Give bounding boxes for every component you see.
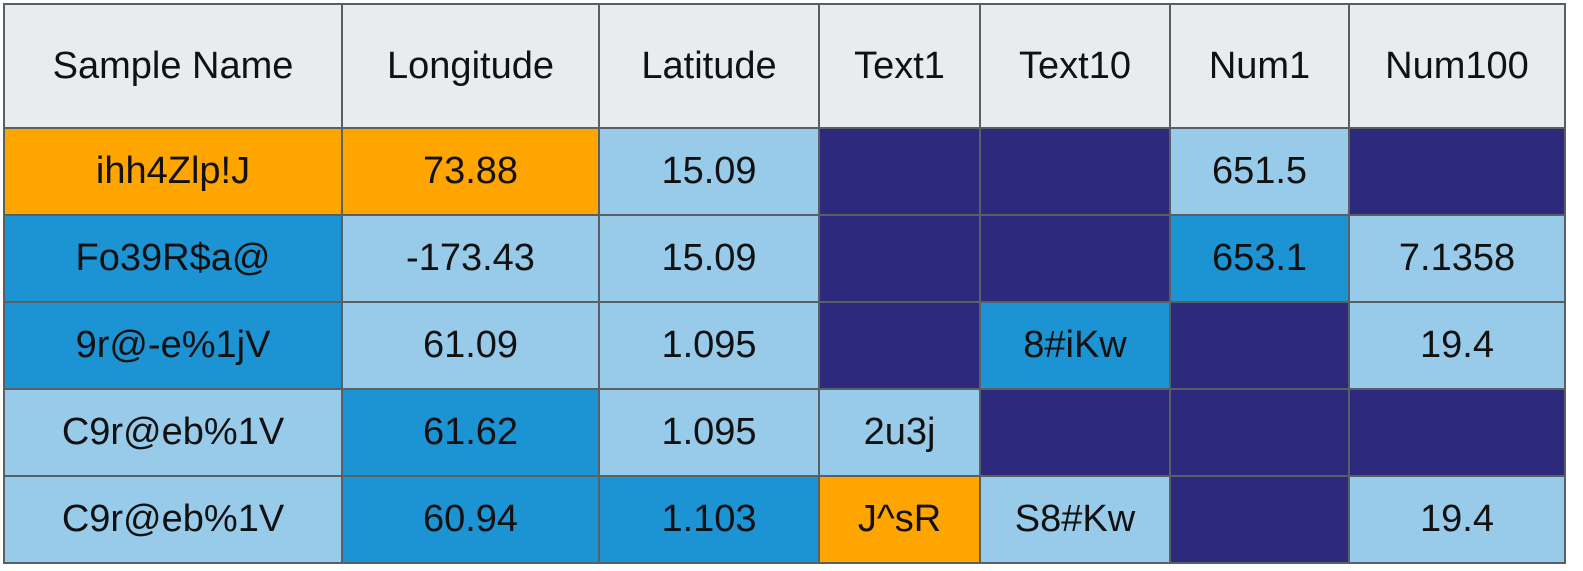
table-cell: 60.94 bbox=[341, 475, 600, 564]
column-header: Latitude bbox=[598, 3, 820, 129]
column-header: Text10 bbox=[979, 3, 1171, 129]
table-cell: 73.88 bbox=[341, 127, 600, 216]
table-row: ihh4Zlp!J 73.88 15.09 651.5 bbox=[3, 127, 1566, 216]
table-cell: ihh4Zlp!J bbox=[3, 127, 343, 216]
table-cell: 19.4 bbox=[1348, 475, 1566, 564]
table-cell bbox=[1348, 388, 1566, 477]
table-cell: 15.09 bbox=[598, 127, 820, 216]
table-cell: 61.62 bbox=[341, 388, 600, 477]
table-cell: 19.4 bbox=[1348, 301, 1566, 390]
table-cell: -173.43 bbox=[341, 214, 600, 303]
table-cell bbox=[1348, 127, 1566, 216]
table-cell: 1.095 bbox=[598, 301, 820, 390]
data-table: Sample Name Longitude Latitude Text1 Text10 N… bbox=[3, 3, 1566, 564]
column-header: Text1 bbox=[818, 3, 981, 129]
table-cell bbox=[1169, 388, 1350, 477]
table-cell: 8#iKw bbox=[979, 301, 1171, 390]
table-cell: 651.5 bbox=[1169, 127, 1350, 216]
table-header: Sample Name Longitude Latitude Text1 Text10 N… bbox=[3, 3, 1566, 129]
table-cell bbox=[818, 214, 981, 303]
table-cell bbox=[979, 214, 1171, 303]
table-cell: C9r@eb%1V bbox=[3, 475, 343, 564]
column-header: Sample Name bbox=[3, 3, 343, 129]
table-cell: 61.09 bbox=[341, 301, 600, 390]
table-cell: 15.09 bbox=[598, 214, 820, 303]
table-cell: 7.1358 bbox=[1348, 214, 1566, 303]
table-cell: 1.103 bbox=[598, 475, 820, 564]
table-body: ihh4Zlp!J 73.88 15.09 651.5 Fo39R$a@ -173.43 1… bbox=[3, 127, 1566, 564]
table-cell bbox=[979, 388, 1171, 477]
table-cell: J^sR bbox=[818, 475, 981, 564]
table-cell: Fo39R$a@ bbox=[3, 214, 343, 303]
column-header: Longitude bbox=[341, 3, 600, 129]
table-cell bbox=[818, 301, 981, 390]
table-row: Fo39R$a@ -173.43 15.09 653.1 7.1358 bbox=[3, 214, 1566, 303]
table-cell bbox=[818, 127, 981, 216]
header-row: Sample Name Longitude Latitude Text1 Text10 N… bbox=[3, 3, 1566, 129]
table-row: C9r@eb%1V 61.62 1.095 2u3j bbox=[3, 388, 1566, 477]
table-cell: S8#Kw bbox=[979, 475, 1171, 564]
table-cell: 1.095 bbox=[598, 388, 820, 477]
table-cell bbox=[979, 127, 1171, 216]
table-cell: 653.1 bbox=[1169, 214, 1350, 303]
column-header: Num1 bbox=[1169, 3, 1350, 129]
table-cell bbox=[1169, 475, 1350, 564]
table-row: 9r@-e%1jV 61.09 1.095 8#iKw 19.4 bbox=[3, 301, 1566, 390]
column-header: Num100 bbox=[1348, 3, 1566, 129]
table-row: C9r@eb%1V 60.94 1.103 J^sR S8#Kw 19.4 bbox=[3, 475, 1566, 564]
table-cell: C9r@eb%1V bbox=[3, 388, 343, 477]
table-cell: 2u3j bbox=[818, 388, 981, 477]
table-cell: 9r@-e%1jV bbox=[3, 301, 343, 390]
table-cell bbox=[1169, 301, 1350, 390]
